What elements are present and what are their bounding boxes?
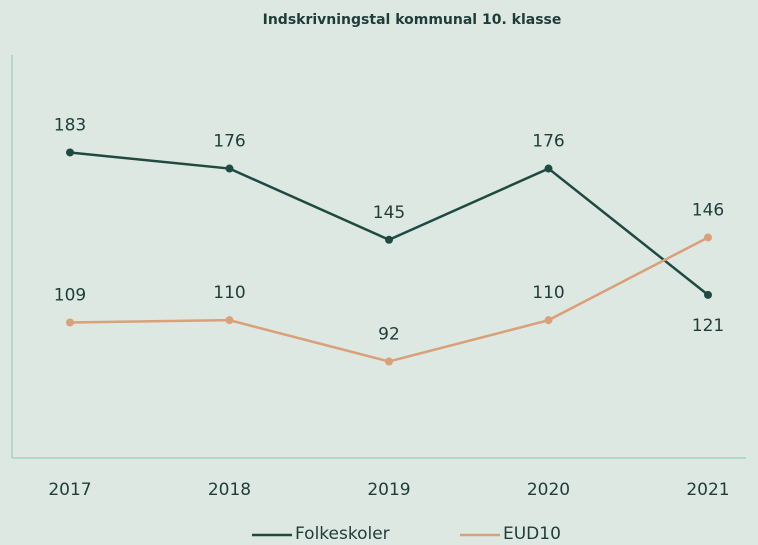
- point: [385, 357, 393, 366]
- data-label: 110: [213, 283, 245, 303]
- chart-title: Indskrivningstal kommunal 10. klasse: [263, 12, 562, 28]
- legend-label: EUD10: [503, 524, 561, 544]
- x-tick-label: 2020: [527, 480, 570, 500]
- point: [385, 235, 393, 244]
- data-label: 109: [54, 285, 86, 305]
- point: [66, 148, 74, 157]
- x-tick-label: 2018: [208, 480, 251, 500]
- data-label: 110: [532, 283, 564, 303]
- point: [544, 316, 553, 325]
- data-label: 145: [373, 203, 405, 223]
- point: [225, 316, 234, 325]
- point: [704, 290, 712, 299]
- data-label: 121: [692, 316, 724, 336]
- point: [704, 233, 712, 242]
- data-label: 92: [378, 325, 400, 345]
- data-label: 183: [54, 115, 86, 135]
- legend-label: Folkeskoler: [295, 524, 390, 544]
- point: [225, 164, 234, 173]
- point: [66, 318, 74, 327]
- x-tick-label: 2021: [686, 480, 729, 500]
- data-label: 176: [213, 132, 245, 152]
- x-tick-label: 2019: [367, 480, 410, 500]
- x-tick-label: 2017: [48, 480, 91, 500]
- data-label: 176: [532, 132, 564, 152]
- data-label: 146: [692, 200, 724, 220]
- point: [544, 164, 553, 173]
